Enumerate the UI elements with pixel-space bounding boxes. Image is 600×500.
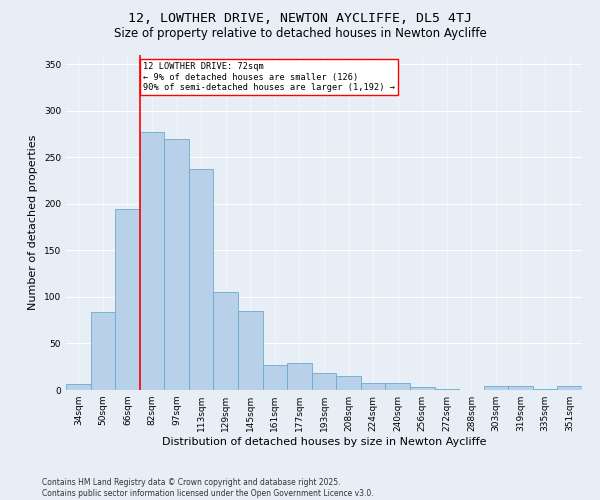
Text: 12 LOWTHER DRIVE: 72sqm
← 9% of detached houses are smaller (126)
90% of semi-de: 12 LOWTHER DRIVE: 72sqm ← 9% of detached… [143,62,395,92]
Bar [410,387,434,390]
Bar [336,376,361,390]
Bar [312,373,336,390]
Bar [533,389,557,390]
Bar [140,132,164,390]
Y-axis label: Number of detached properties: Number of detached properties [28,135,38,310]
Bar [91,312,115,390]
X-axis label: Distribution of detached houses by size in Newton Aycliffe: Distribution of detached houses by size … [162,437,486,447]
Text: 12, LOWTHER DRIVE, NEWTON AYCLIFFE, DL5 4TJ: 12, LOWTHER DRIVE, NEWTON AYCLIFFE, DL5 … [128,12,472,26]
Bar [263,365,287,390]
Bar [361,382,385,390]
Bar [214,292,238,390]
Bar [434,389,459,390]
Text: Contains HM Land Registry data © Crown copyright and database right 2025.
Contai: Contains HM Land Registry data © Crown c… [42,478,374,498]
Text: Size of property relative to detached houses in Newton Aycliffe: Size of property relative to detached ho… [113,28,487,40]
Bar [164,138,189,390]
Bar [484,386,508,390]
Bar [115,208,140,390]
Bar [66,384,91,390]
Bar [508,386,533,390]
Bar [557,386,582,390]
Bar [385,384,410,390]
Bar [189,168,214,390]
Bar [287,363,312,390]
Bar [238,311,263,390]
